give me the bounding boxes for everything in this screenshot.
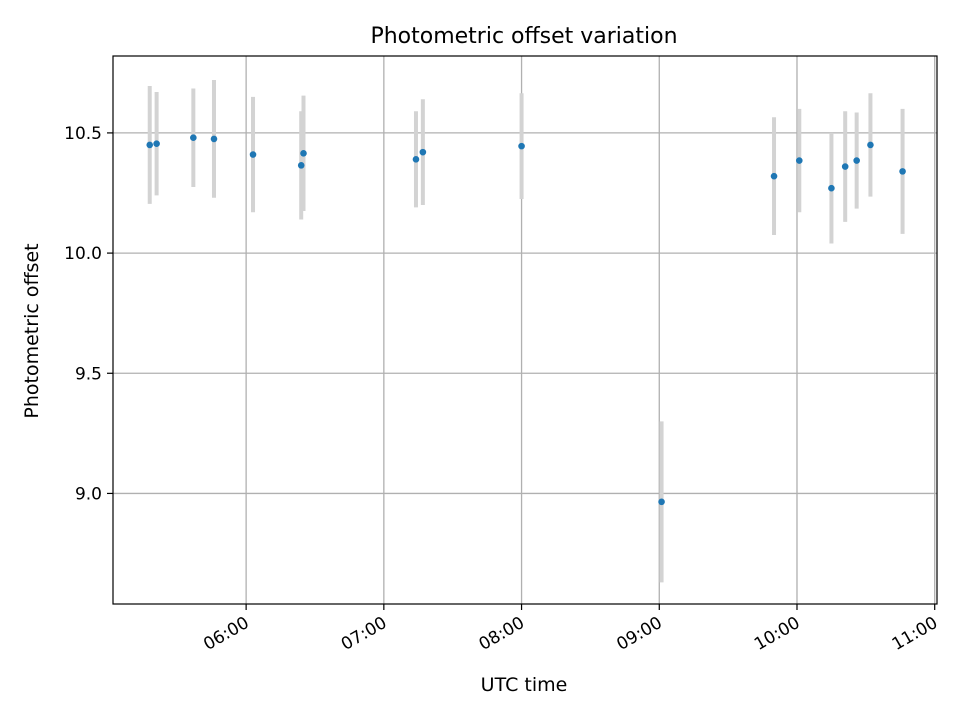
chart-title: Photometric offset variation [370, 24, 677, 49]
data-point [770, 172, 778, 180]
data-point [297, 162, 305, 169]
y-tick-label: 9.5 [75, 364, 102, 384]
x-tick-label: 09:00 [613, 613, 665, 655]
x-tick-label: 10:00 [751, 613, 803, 655]
y-tick-label: 10.5 [64, 124, 102, 144]
data-point [300, 150, 307, 157]
data-point [153, 140, 160, 148]
data-point [249, 151, 257, 158]
data-point [841, 163, 849, 170]
x-tick-label: 07:00 [338, 613, 390, 655]
data-point [795, 157, 803, 164]
data-point [899, 168, 906, 175]
error-bars [147, 80, 905, 583]
data-point [210, 135, 218, 143]
data-point [658, 498, 665, 506]
x-tick-label: 08:00 [476, 613, 528, 655]
y-axis-label: Photometric offset [21, 243, 43, 418]
data-point [867, 141, 874, 149]
y-tick-label: 9.0 [75, 484, 102, 504]
x-axis-label: UTC time [481, 674, 568, 696]
plot-frame [112, 55, 938, 605]
data-points [146, 134, 906, 506]
data-point [146, 141, 154, 149]
data-point [828, 184, 835, 192]
x-axis-ticks: 06:00 07:00 08:00 09:00 10:00 11:00 [200, 604, 941, 655]
y-axis-ticks: 9.0 9.5 10.0 10.5 [64, 124, 113, 504]
y-tick-label: 10.0 [64, 244, 102, 264]
data-point [190, 134, 197, 142]
data-point [853, 157, 860, 164]
grid [113, 56, 937, 604]
data-point [419, 148, 427, 156]
data-point [518, 142, 525, 150]
data-point [412, 156, 420, 163]
x-tick-label: 11:00 [889, 613, 941, 655]
x-tick-label: 06:00 [200, 613, 252, 655]
